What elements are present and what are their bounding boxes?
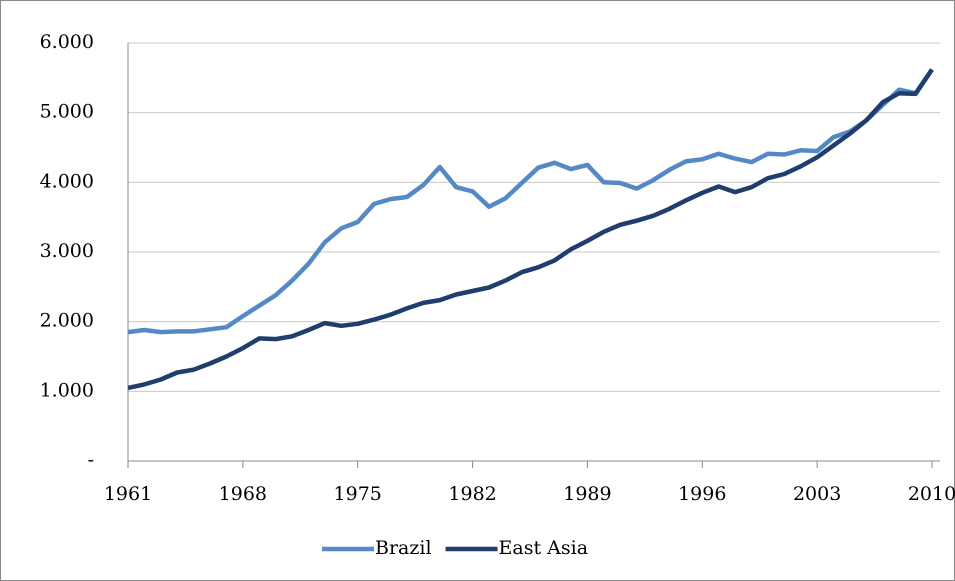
- y-tick-label: -: [88, 449, 94, 471]
- x-tick-label: 1982: [448, 483, 496, 505]
- legend-label: East Asia: [499, 537, 589, 559]
- legend-label: Brazil: [375, 537, 432, 559]
- data-line: [127, 68, 934, 335]
- x-tick-label: 1975: [334, 483, 382, 505]
- y-tick-label: 4.000: [40, 170, 94, 192]
- x-tick-label: 1989: [563, 483, 611, 505]
- y-tick-label: 5.000: [40, 101, 94, 123]
- data-line: [127, 68, 934, 391]
- y-tick-label: 1.000: [40, 379, 94, 401]
- y-tick-label: 3.000: [40, 240, 94, 262]
- y-tick-label: 2.000: [40, 310, 94, 332]
- x-tick-label: 1996: [678, 483, 726, 505]
- x-tick-label: 1968: [219, 483, 267, 505]
- x-tick-label: 2010: [908, 483, 955, 505]
- x-tick-label: 1961: [104, 483, 152, 505]
- x-tick-label: 2003: [793, 483, 841, 505]
- y-tick-label: 6.000: [40, 31, 94, 53]
